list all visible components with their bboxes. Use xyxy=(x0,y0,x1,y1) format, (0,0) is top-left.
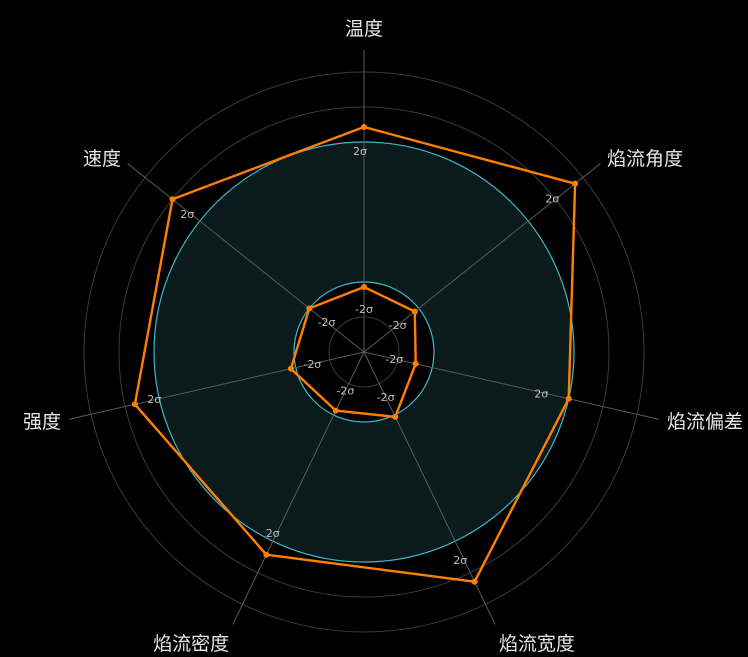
series-0-sigma-label-0: 2σ xyxy=(353,145,367,158)
series-1-point-3 xyxy=(392,413,399,420)
series-1-point-5 xyxy=(287,365,294,372)
series-0-sigma-label-6: 2σ xyxy=(180,208,194,221)
series-0-sigma-label-1: 2σ xyxy=(545,193,559,206)
series-0-point-6 xyxy=(169,196,176,203)
axis-label-6: 速度 xyxy=(83,148,121,170)
series-1-point-2 xyxy=(412,360,419,367)
axis-label-5: 强度 xyxy=(23,411,61,433)
series-1-point-1 xyxy=(411,308,418,315)
series-0-line xyxy=(133,125,577,583)
series-0-point-4 xyxy=(263,551,270,558)
series-1-point-0 xyxy=(361,284,367,290)
series-1-sigma-label-3: -2σ xyxy=(377,391,395,404)
series-1-sigma-label-0: -2σ xyxy=(355,303,373,316)
series-1-sigma-label-1: -2σ xyxy=(389,319,407,332)
series-0-point-1 xyxy=(572,180,579,187)
axis-label-3: 焰流宽度 xyxy=(499,633,575,655)
series-0-point-0 xyxy=(361,124,367,130)
axis-label-2: 焰流偏差 xyxy=(667,411,743,433)
series-0-point-2 xyxy=(565,395,572,402)
series-0-sigma-label-3: 2σ xyxy=(453,554,467,567)
series-0-sigma-label-4: 2σ xyxy=(266,527,280,540)
spoke-4 xyxy=(232,351,365,625)
series-1-line xyxy=(289,285,417,419)
axis-label-1: 焰流角度 xyxy=(607,148,683,170)
axis-spokes xyxy=(69,49,659,625)
series-0-sigma-label-5: 2σ xyxy=(147,393,161,406)
series-1-sigma-label-2: -2σ xyxy=(385,353,403,366)
series-1-point-4 xyxy=(332,407,339,414)
spoke-6 xyxy=(127,163,365,353)
series-0-sigma-label-2: 2σ xyxy=(534,387,548,400)
series-1-sigma-label-4: -2σ xyxy=(336,385,354,398)
spoke-1 xyxy=(363,163,601,353)
series-1-sigma-label-5: -2σ xyxy=(303,358,321,371)
series-0-point-5 xyxy=(131,401,138,408)
sigma-band-fill xyxy=(154,142,574,562)
series-1-point-6 xyxy=(306,305,313,312)
axis-label-4: 焰流密度 xyxy=(153,633,229,655)
series-1-sigma-label-6: -2σ xyxy=(317,316,335,329)
axis-label-0: 温度 xyxy=(345,18,383,40)
series-0-point-3 xyxy=(471,578,478,585)
spoke-5 xyxy=(69,351,365,420)
series-layer: 2σ 2σ 2σ 2σ 2σ 2σ 2σ -2σ -2σ -2σ -2σ -2σ -2σ -2σ xyxy=(131,124,579,585)
